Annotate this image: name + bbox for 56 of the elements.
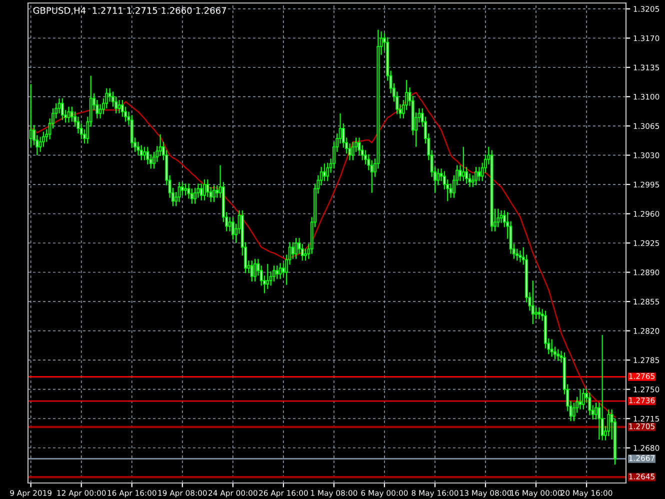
- candlestick: [516, 248, 519, 262]
- candlestick: [538, 306, 541, 320]
- candlestick: [496, 208, 500, 228]
- candlestick: [194, 187, 196, 204]
- candlestick: [184, 183, 187, 196]
- candlestick: [594, 402, 598, 420]
- candlestick: [550, 338, 554, 358]
- candlestick: [187, 183, 190, 200]
- candlestick: [130, 114, 134, 148]
- candlestick: [216, 184, 219, 198]
- candlestick: [323, 163, 326, 182]
- candlestick: [228, 216, 232, 232]
- candlestick: [607, 408, 610, 437]
- candlestick: [278, 262, 282, 280]
- candlestick: [178, 181, 181, 203]
- candlestick: [436, 168, 440, 186]
- candlestick: [478, 166, 481, 182]
- candlestick: [143, 146, 146, 161]
- candlestick: [29, 84, 32, 148]
- candlestick: [146, 146, 150, 165]
- candlestick: [118, 99, 121, 114]
- candlestick: [120, 99, 124, 118]
- chart-title: GBPUSD,H4 1.2711 1.2715 1.2660 1.2667: [33, 7, 226, 15]
- candlestick: [578, 388, 582, 410]
- candlestick: [326, 162, 330, 182]
- candlestick: [276, 265, 279, 280]
- candlestick: [462, 146, 465, 182]
- candlestick: [266, 263, 270, 290]
- candlestick: [582, 388, 585, 410]
- candlestick: [291, 242, 294, 260]
- candlestick: [60, 98, 64, 121]
- candlestick: [212, 184, 216, 203]
- candlestick: [474, 166, 478, 186]
- candlestick: [294, 237, 298, 260]
- candlestick: [180, 181, 184, 196]
- candlestick: [67, 106, 70, 124]
- candlestick: [200, 183, 203, 201]
- candlestick: [282, 262, 285, 278]
- candlestick: [304, 248, 307, 262]
- candlestick: [556, 348, 560, 362]
- candlestick: [518, 250, 522, 263]
- candlestick: [250, 260, 254, 282]
- candlestick: [254, 258, 256, 282]
- candlestick: [38, 136, 42, 152]
- candlestick: [203, 178, 206, 201]
- candlestick: [500, 210, 503, 224]
- candlestick: [351, 141, 354, 161]
- candlestick: [358, 137, 361, 156]
- candlestick: [231, 216, 234, 240]
- candlestick: [600, 334, 604, 441]
- candlestick: [206, 178, 210, 198]
- candlestick: [272, 265, 276, 282]
- candlestick: [531, 280, 534, 325]
- candlestick: [140, 144, 143, 161]
- candlestick: [534, 306, 538, 320]
- candlestick: [449, 183, 452, 198]
